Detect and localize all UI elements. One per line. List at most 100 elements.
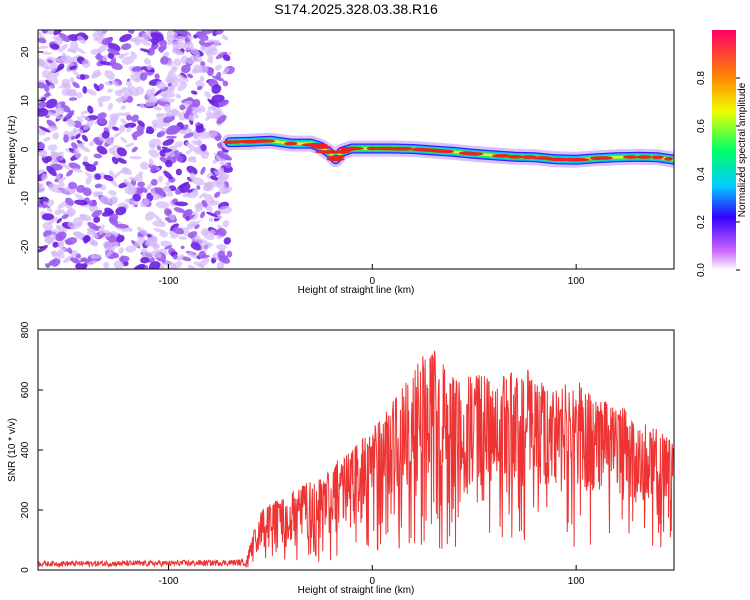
noise-blob <box>221 67 230 75</box>
noise-blob <box>139 48 151 53</box>
snr-x-label: Height of straight line (km) <box>298 585 415 596</box>
noise-blob <box>118 247 124 254</box>
noise-blob <box>214 64 222 71</box>
noise-blob <box>108 114 120 125</box>
noise-blob <box>87 105 94 114</box>
noise-blob <box>82 262 88 268</box>
noise-blob <box>72 167 83 173</box>
noise-blob <box>92 254 102 259</box>
noise-blob <box>145 93 157 103</box>
noise-blob <box>46 207 53 213</box>
noise-blob <box>162 186 170 193</box>
x-tick-label: 100 <box>568 276 585 287</box>
ridge-hotspot <box>401 147 412 151</box>
noise-blob <box>68 97 78 101</box>
noise-blob <box>132 263 146 269</box>
noise-blob <box>124 198 132 204</box>
noise-blob <box>185 141 197 152</box>
noise-blob <box>76 184 86 193</box>
noise-blob <box>162 94 169 99</box>
noise-blob <box>193 34 198 39</box>
noise-blob <box>108 196 119 206</box>
noise-blob <box>64 239 72 245</box>
noise-blob <box>197 138 202 147</box>
noise-blob <box>46 125 59 132</box>
noise-blob <box>72 81 80 89</box>
noise-blob <box>108 217 119 226</box>
noise-blob <box>118 52 130 58</box>
noise-blob <box>215 229 224 236</box>
noise-blob <box>68 181 78 190</box>
noise-blob <box>177 74 189 83</box>
noise-blob <box>86 227 96 234</box>
noise-blob <box>158 97 172 102</box>
noise-blob <box>192 134 199 140</box>
noise-blob <box>66 67 71 73</box>
noise-blob <box>154 73 160 80</box>
noise-blob <box>98 100 104 108</box>
noise-blob <box>61 87 72 96</box>
noise-blob <box>172 227 185 235</box>
noise-blob <box>96 145 108 155</box>
noise-blob <box>46 199 55 207</box>
ridge-hotspot <box>311 145 332 149</box>
noise-blob <box>67 118 76 126</box>
noise-blob <box>107 103 114 111</box>
noise-blob <box>191 106 203 114</box>
noise-blob <box>169 151 176 158</box>
ridge-hotspot <box>623 155 638 159</box>
noise-blob <box>43 84 50 93</box>
noise-blob <box>115 234 125 243</box>
ridge-hotspot <box>636 155 653 159</box>
noise-blob <box>167 39 172 46</box>
noise-blob <box>92 30 103 37</box>
noise-blob <box>150 164 157 173</box>
ridge-hotspot <box>440 149 454 154</box>
noise-blob <box>47 59 53 64</box>
noise-blob <box>107 48 121 56</box>
noise-blob <box>85 176 92 185</box>
noise-blob <box>213 170 223 178</box>
noise-blob <box>67 247 73 254</box>
noise-blob <box>211 84 222 94</box>
noise-blob <box>104 207 114 215</box>
noise-blob <box>38 82 46 89</box>
noise-blob <box>91 209 103 218</box>
ridge-hotspot <box>252 139 276 143</box>
noise-blob <box>130 74 141 83</box>
noise-blob <box>70 135 76 140</box>
noise-blob <box>105 247 115 258</box>
noise-blob <box>205 39 217 43</box>
chart-title: S174.2025.328.03.38.R16 <box>274 1 438 17</box>
noise-blob <box>166 191 174 197</box>
noise-blob <box>65 197 74 206</box>
noise-blob <box>116 94 129 104</box>
noise-blob <box>164 260 177 269</box>
noise-blob <box>158 46 164 53</box>
noise-blob <box>73 120 82 128</box>
noise-blob <box>191 177 205 186</box>
x-tick-label: -100 <box>158 276 178 287</box>
noise-blob <box>179 104 186 111</box>
noise-blob <box>66 210 74 216</box>
noise-blob <box>68 61 74 67</box>
noise-blob <box>90 240 98 246</box>
noise-blob <box>96 52 102 58</box>
noise-blob <box>61 162 70 170</box>
y-tick-label: 10 <box>20 95 31 107</box>
noise-blob <box>174 201 188 207</box>
noise-blob <box>107 52 115 59</box>
noise-blob <box>38 45 49 50</box>
noise-blob <box>133 237 146 248</box>
noise-blob <box>38 37 47 44</box>
colorbar-tick-label: 0.6 <box>696 119 707 133</box>
noise-blob <box>76 92 83 99</box>
noise-blob <box>115 223 129 229</box>
noise-blob <box>128 176 139 182</box>
noise-blob <box>144 211 156 221</box>
noise-blob <box>39 150 48 158</box>
y-tick-label: 800 <box>20 321 31 338</box>
noise-blob <box>82 86 88 94</box>
noise-blob <box>186 214 196 222</box>
noise-blob <box>191 99 201 108</box>
